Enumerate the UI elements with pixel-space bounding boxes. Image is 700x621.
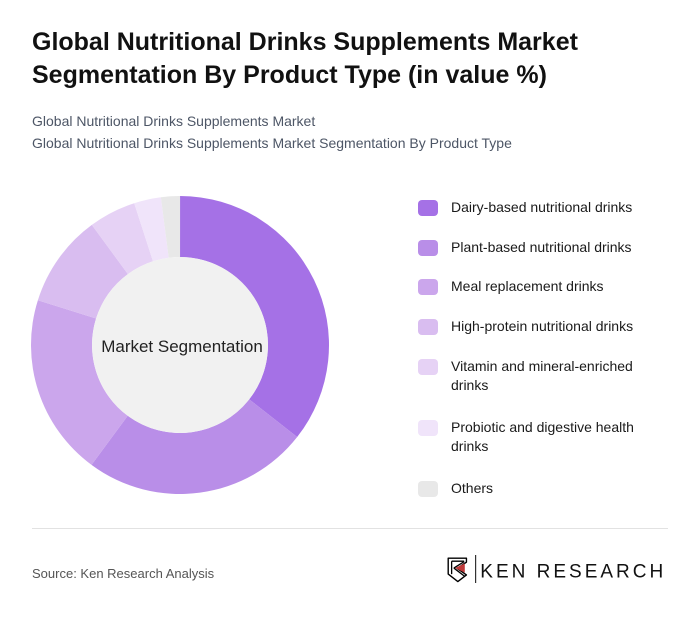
svg-text:KEN RESEARCH: KEN RESEARCH [480, 562, 666, 583]
